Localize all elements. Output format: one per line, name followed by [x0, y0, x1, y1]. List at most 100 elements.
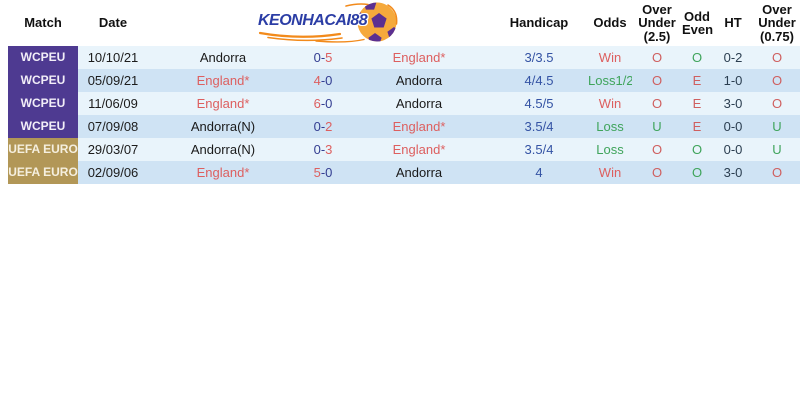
table-row: WCPEU 07/09/08 Andorra(N) 0-2 England* 3…: [8, 115, 800, 138]
away-team: Andorra: [395, 96, 443, 111]
score-dash: -: [320, 73, 326, 88]
home-team: Andorra(N): [190, 142, 256, 157]
logo-wordmark: KEONHACAI88: [258, 12, 368, 29]
table-header: Match Date Handicap Odds Over Under (2.5…: [8, 0, 800, 46]
col-header-ht: HT: [724, 15, 742, 31]
keonhacai88-logo[interactable]: KEONHACAI88: [258, 1, 398, 44]
home-score: 0: [313, 119, 321, 134]
match-date: 11/06/09: [88, 96, 138, 111]
col-header-odds: Odds: [593, 15, 627, 31]
handicap-value: 4: [535, 165, 543, 180]
head-to-head-table: Match Date Handicap Odds Over Under (2.5…: [8, 0, 800, 184]
away-score: 2: [325, 119, 333, 134]
over-under-075-result: O: [771, 96, 783, 111]
match-date: 02/09/06: [87, 165, 139, 180]
handicap-value: 3.5/4: [524, 119, 554, 134]
score-dash: -: [320, 96, 326, 111]
score: 6-0: [298, 92, 348, 115]
odd-even-result: O: [691, 142, 703, 157]
home-team: England*: [196, 73, 250, 88]
away-team: Andorra: [395, 165, 443, 180]
odds-result: Win: [598, 165, 622, 180]
away-team: England*: [392, 50, 446, 65]
score-dash: -: [320, 50, 326, 65]
home-score: 4: [313, 73, 321, 88]
odd-even-result: E: [692, 73, 702, 88]
away-score: 5: [325, 50, 333, 65]
col-header-over-under-075: Over Under (0.75): [758, 1, 796, 44]
home-team: Andorra(N): [190, 119, 256, 134]
over-under-075-result: O: [771, 73, 783, 88]
over-under-075-result: U: [772, 142, 782, 157]
over-under-25-result: U: [652, 119, 662, 134]
over-under-25-result: O: [651, 96, 663, 111]
competition-badge: UEFA EURO: [8, 161, 78, 184]
home-team: England*: [196, 165, 250, 180]
handicap-value: 4.5/5: [524, 96, 554, 111]
competition-badge: WCPEU: [8, 92, 78, 115]
over-under-075-result: U: [772, 119, 782, 134]
away-score: 0: [325, 73, 333, 88]
col-header-date: Date: [98, 15, 128, 31]
table-row: WCPEU 05/09/21 England* 4-0 Andorra 4/4.…: [8, 69, 800, 92]
handicap-value: 4/4.5: [524, 73, 554, 88]
score: 0-3: [298, 138, 348, 161]
handicap-value: 3.5/4: [524, 142, 554, 157]
table-row: WCPEU 11/06/09 England* 6-0 Andorra 4.5/…: [8, 92, 800, 115]
odd-even-result: O: [691, 165, 703, 180]
odds-result: Loss: [596, 119, 624, 134]
over-under-25-result: O: [651, 142, 663, 157]
handicap-value: 3/3.5: [524, 50, 554, 65]
half-time-score: 0-2: [723, 50, 743, 65]
away-team: England*: [392, 119, 446, 134]
score: 4-0: [298, 69, 348, 92]
score: 5-0: [298, 161, 348, 184]
match-date: 10/10/21: [87, 50, 139, 65]
odds-result: Win: [598, 50, 622, 65]
match-date: 05/09/21: [87, 73, 139, 88]
over-under-25-result: O: [651, 165, 663, 180]
over-under-075-result: O: [771, 165, 783, 180]
away-score: 3: [325, 142, 333, 157]
table-row: UEFA EURO 29/03/07 Andorra(N) 0-3 Englan…: [8, 138, 800, 161]
odds-result: Loss: [596, 142, 624, 157]
competition-badge: WCPEU: [8, 46, 78, 69]
half-time-score: 3-0: [723, 165, 743, 180]
score: 0-2: [298, 115, 348, 138]
score-dash: -: [320, 165, 326, 180]
table-row: WCPEU 10/10/21 Andorra 0-5 England* 3/3.…: [8, 46, 800, 69]
table-row: UEFA EURO 02/09/06 England* 5-0 Andorra …: [8, 161, 800, 184]
competition-badge: UEFA EURO: [8, 138, 78, 161]
col-header-over-under-25: Over Under (2.5): [638, 1, 676, 44]
half-time-score: 3-0: [723, 96, 743, 111]
home-team: Andorra: [199, 50, 247, 65]
home-score: 6: [313, 96, 321, 111]
odds-result: Win: [598, 96, 622, 111]
score-dash: -: [320, 119, 326, 134]
over-under-25-result: O: [651, 73, 663, 88]
home-team: England*: [196, 96, 250, 111]
half-time-score: 1-0: [723, 73, 743, 88]
half-time-score: 0-0: [723, 119, 743, 134]
score-dash: -: [320, 142, 326, 157]
away-score: 0: [325, 165, 333, 180]
match-date: 07/09/08: [87, 119, 139, 134]
soccer-ball-icon: [258, 2, 398, 43]
home-score: 5: [313, 165, 321, 180]
odd-even-result: O: [691, 50, 703, 65]
odd-even-result: E: [692, 119, 702, 134]
away-team: Andorra: [395, 73, 443, 88]
match-date: 29/03/07: [87, 142, 139, 157]
away-team: England*: [392, 142, 446, 157]
competition-badge: WCPEU: [8, 115, 78, 138]
away-score: 0: [325, 96, 333, 111]
over-under-075-result: O: [771, 50, 783, 65]
competition-badge: WCPEU: [8, 69, 78, 92]
odd-even-result: E: [692, 96, 702, 111]
score: 0-5: [298, 46, 348, 69]
over-under-25-result: O: [651, 50, 663, 65]
odds-result: Loss1/2: [588, 73, 632, 88]
col-header-odd-even: Odd Even: [682, 8, 714, 37]
col-header-match: Match: [24, 15, 62, 31]
home-score: 0: [313, 142, 321, 157]
